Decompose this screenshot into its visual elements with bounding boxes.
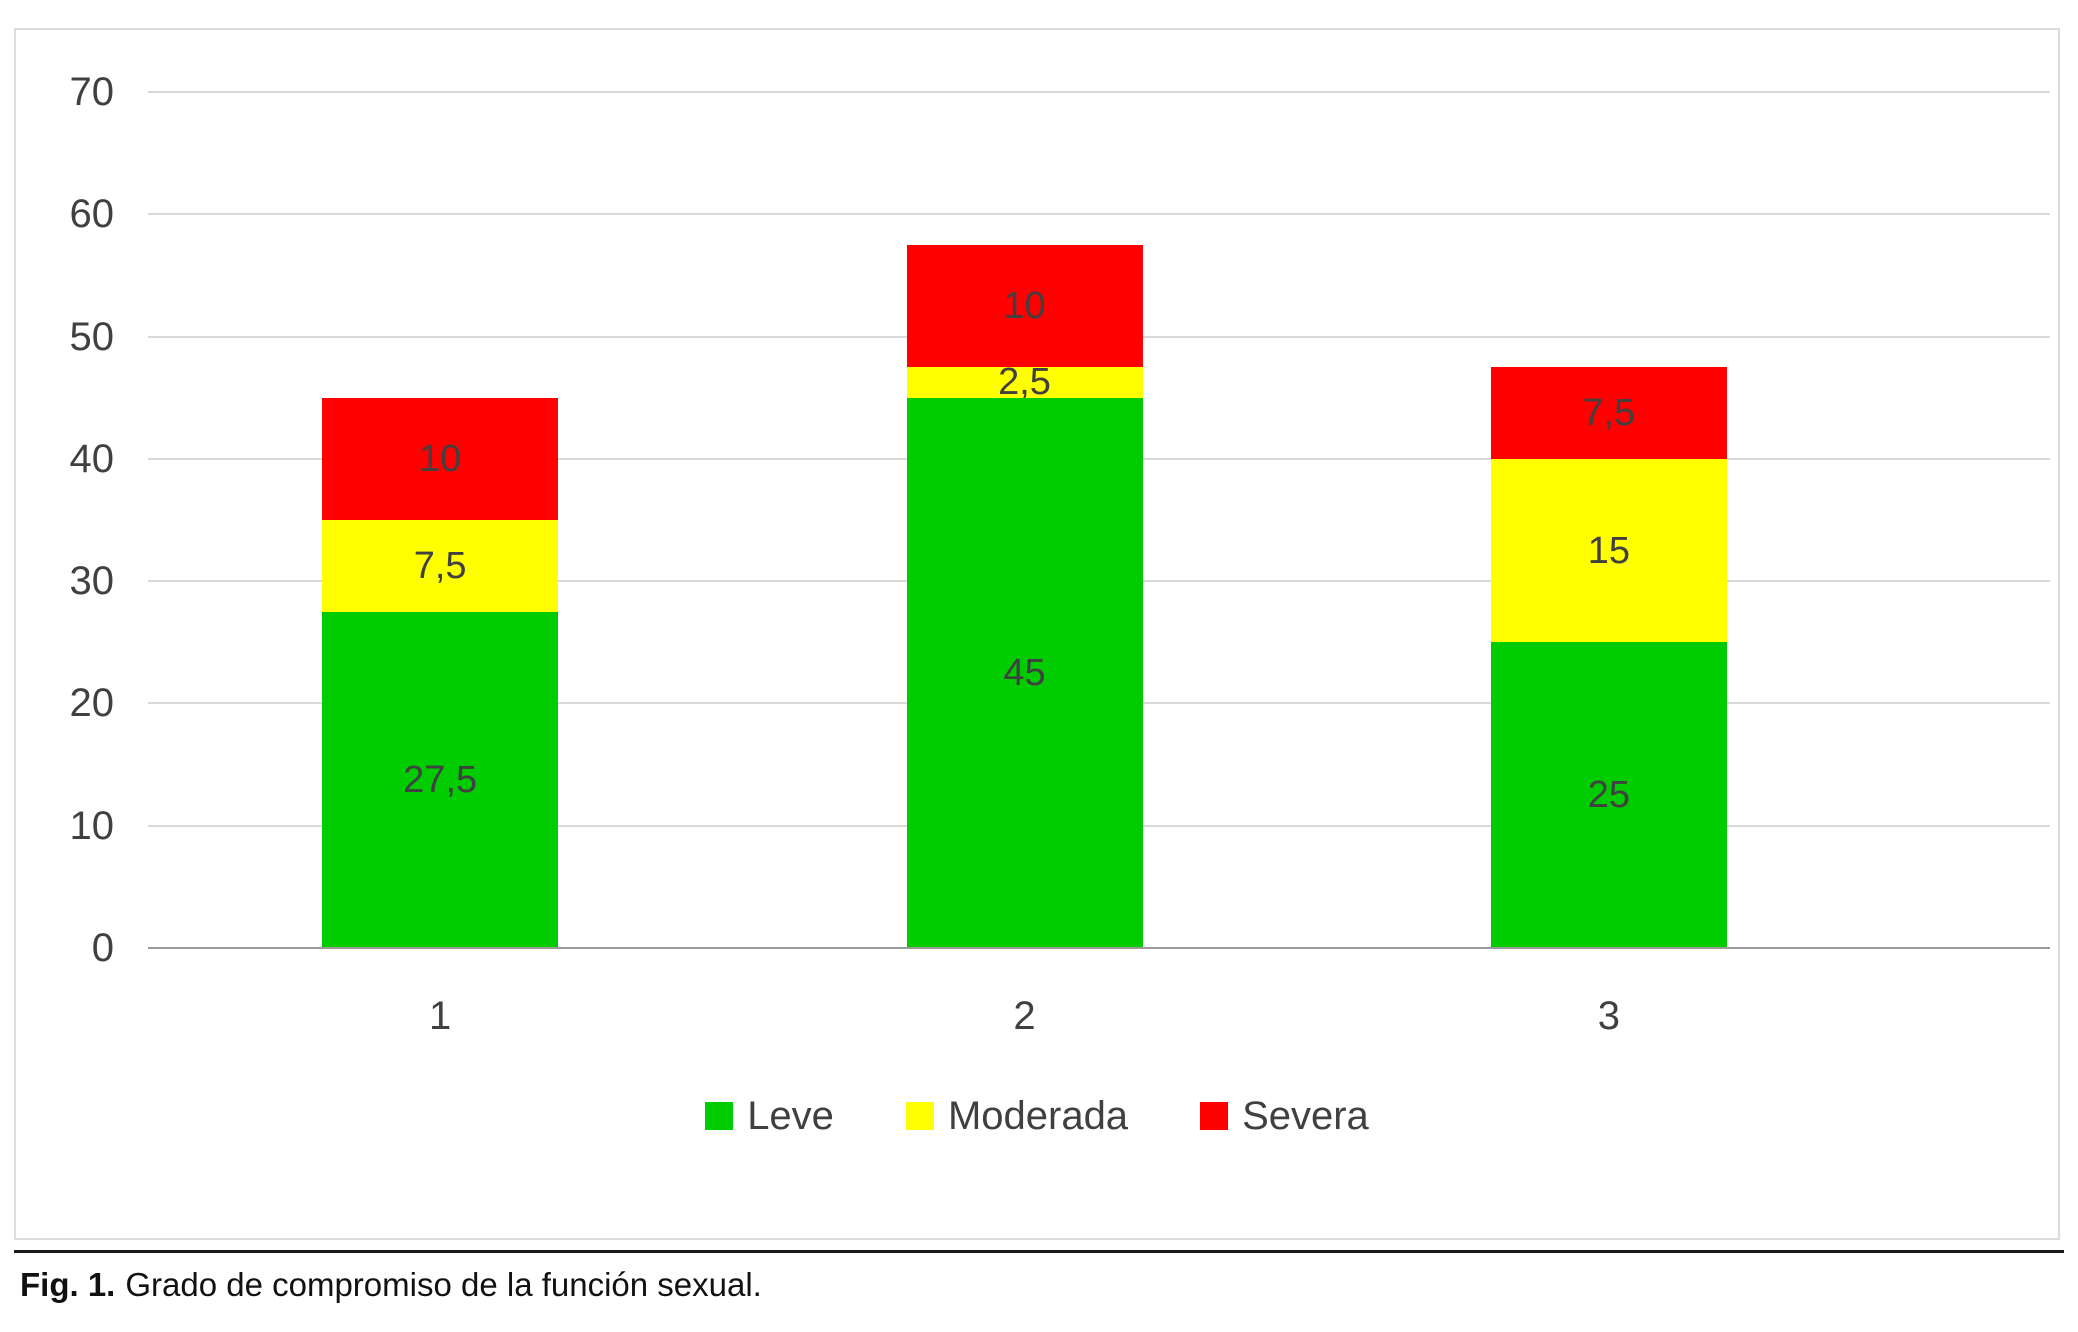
data-label: 27,5 [403, 758, 478, 801]
bar-segment-moderada: 7,5 [322, 520, 559, 612]
data-label: 10 [419, 437, 462, 480]
bar-segment-leve: 45 [906, 397, 1143, 948]
legend-label: Leve [747, 1094, 834, 1138]
y-tick-label: 0 [91, 926, 114, 970]
y-tick-label: 50 [69, 314, 115, 359]
bar-segment-severa: 10 [906, 244, 1143, 368]
plot-area: 0 10 20 30 40 50 60 70 27,5 7,5 10 1 45 2,5 10 2 25 15 7,5… [70, 72, 2050, 1036]
legend-label: Moderada [947, 1094, 1129, 1138]
data-label: 10 [1003, 285, 1046, 328]
bar-category-3: 25 15 7,5 [1490, 92, 1727, 948]
x-tick-label: 2 [1013, 994, 1036, 1038]
legend-item-severa: Severa [1200, 1096, 1369, 1136]
y-tick-label: 70 [69, 70, 115, 114]
stacked-bar-chart: 0 10 20 30 40 50 60 70 27,5 7,5 10 1 45 2,5 10 2 25 15 7,5… [14, 28, 2060, 1240]
bar-segment-severa: 7,5 [1490, 367, 1727, 459]
data-label: 25 [1587, 774, 1630, 817]
data-label: 15 [1587, 529, 1630, 572]
y-tick-label: 40 [69, 436, 115, 481]
bar-category-1: 27,5 7,5 10 [322, 92, 559, 948]
caption-divider [14, 1250, 2064, 1253]
data-label: 7,5 [1582, 392, 1636, 435]
bar-segment-severa: 10 [322, 397, 559, 521]
figure-caption: Fig. 1. Grado de compromiso de la función… [20, 1266, 2064, 1303]
bar-category-2: 45 2,5 10 [906, 92, 1143, 948]
legend-item-leve: Leve [705, 1096, 834, 1136]
y-tick-label: 60 [69, 192, 115, 237]
bar-segment-moderada: 15 [1490, 458, 1727, 643]
legend-swatch-icon [705, 1102, 734, 1130]
bar-segment-leve: 27,5 [322, 611, 559, 948]
y-tick-label: 10 [69, 803, 115, 848]
caption-block: Fig. 1. Grado de compromiso de la función… [14, 1250, 2064, 1303]
y-tick-label: 20 [69, 681, 115, 726]
figure-caption-text: Grado de compromiso de la función sexual… [125, 1266, 762, 1303]
x-tick-label: 3 [1597, 994, 1620, 1038]
y-gridline [148, 213, 2050, 216]
bar-segment-moderada: 2,5 [906, 363, 1143, 401]
legend-item-moderada: Moderada [905, 1094, 1129, 1138]
legend-label: Severa [1242, 1094, 1369, 1138]
chart-legend: Leve Moderada Severa [16, 1096, 2058, 1136]
bar-segment-leve: 25 [1490, 642, 1727, 948]
data-label: 45 [1003, 651, 1046, 694]
data-label: 2,5 [998, 361, 1051, 404]
legend-swatch-icon [905, 1102, 934, 1130]
legend-swatch-icon [1200, 1102, 1229, 1130]
x-axis-line [148, 947, 2050, 949]
figure-number: Fig. 1. [20, 1266, 116, 1303]
x-tick-label: 1 [429, 994, 452, 1038]
y-tick-label: 30 [69, 559, 115, 604]
y-gridline [148, 91, 2050, 93]
data-label: 7,5 [413, 544, 467, 587]
